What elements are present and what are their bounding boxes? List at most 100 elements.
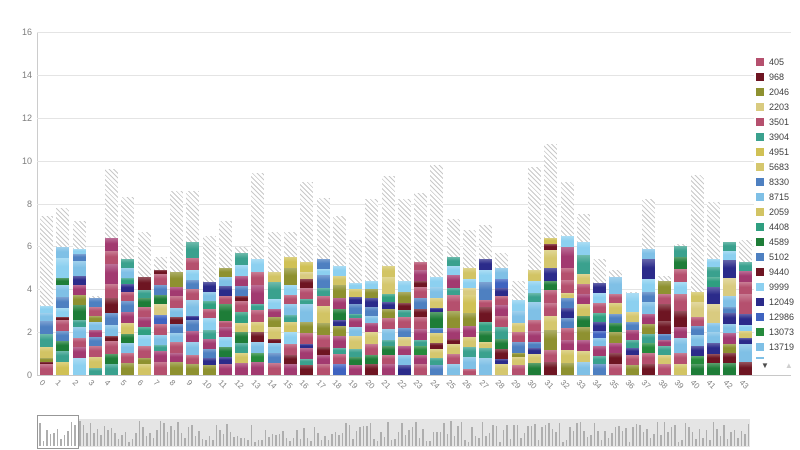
bar-segment[interactable] (723, 352, 737, 364)
bar-segment[interactable] (593, 331, 607, 338)
bar-segment[interactable] (527, 363, 541, 375)
bar-segment[interactable] (690, 291, 704, 303)
bar-segment[interactable] (300, 333, 314, 345)
bar-segment[interactable] (414, 329, 428, 340)
bar-segment[interactable] (706, 276, 720, 288)
bar-segment[interactable] (56, 331, 70, 341)
bar-segment[interactable] (170, 287, 184, 296)
bar-segment[interactable] (316, 335, 330, 348)
bar-stack-23[interactable] (414, 193, 428, 375)
bar-segment[interactable] (495, 364, 509, 375)
bar-segment[interactable] (251, 304, 265, 310)
bar-segment[interactable] (186, 354, 200, 365)
bar-segment[interactable] (706, 259, 720, 267)
bar-segment[interactable] (527, 341, 541, 349)
bar-segment[interactable] (430, 287, 444, 298)
bar-segment[interactable] (511, 341, 525, 353)
bar-segment[interactable] (202, 291, 216, 302)
hatched-remainder[interactable] (690, 174, 704, 292)
bar-segment[interactable] (462, 294, 476, 313)
bar-segment[interactable] (397, 317, 411, 328)
bar-segment[interactable] (153, 315, 167, 324)
bar-segment[interactable] (267, 272, 281, 282)
bar-segment[interactable] (527, 280, 541, 293)
bar-segment[interactable] (40, 312, 53, 322)
bar-segment[interactable] (300, 304, 314, 322)
bar-stack-8[interactable] (170, 190, 184, 375)
bar-segment[interactable] (365, 306, 379, 317)
bar-segment[interactable] (300, 261, 314, 273)
bar-segment[interactable] (170, 352, 184, 363)
bar-segment[interactable] (105, 324, 119, 337)
bar-segment[interactable] (88, 306, 102, 317)
bar-segment[interactable] (690, 325, 704, 336)
bar-segment[interactable] (625, 365, 639, 375)
bar-stack-28[interactable] (495, 253, 509, 375)
bar-segment[interactable] (397, 365, 411, 375)
legend-item-5102[interactable]: 5102 (756, 249, 800, 264)
bar-segment[interactable] (544, 329, 558, 351)
bar-segment[interactable] (593, 337, 607, 347)
bar-segment[interactable] (218, 356, 232, 365)
bar-segment[interactable] (495, 288, 509, 296)
bar-segment[interactable] (495, 358, 509, 365)
legend-item-8330[interactable]: 8330 (756, 174, 800, 189)
bar-segment[interactable] (267, 308, 281, 318)
bar-segment[interactable] (349, 326, 363, 337)
bar-segment[interactable] (381, 318, 395, 330)
bar-segment[interactable] (430, 333, 444, 343)
bar-segment[interactable] (332, 325, 346, 337)
bar-stack-1[interactable] (56, 208, 70, 375)
bar-segment[interactable] (283, 354, 297, 365)
bar-segment[interactable] (674, 364, 688, 375)
bar-segment[interactable] (316, 288, 330, 296)
bar-segment[interactable] (235, 275, 249, 287)
bar-segment[interactable] (479, 348, 493, 358)
bar-segment[interactable] (186, 316, 200, 321)
bar-segment[interactable] (186, 320, 200, 332)
bar-segment[interactable] (609, 276, 623, 294)
bar-stack-15[interactable] (283, 231, 297, 375)
legend-item-3904[interactable]: 3904 (756, 129, 800, 144)
bar-segment[interactable] (430, 342, 444, 350)
bar-segment[interactable] (414, 354, 428, 365)
bar-segment[interactable] (430, 276, 444, 288)
bar-segment[interactable] (218, 364, 232, 375)
bar-segment[interactable] (706, 332, 720, 343)
hatched-remainder[interactable] (349, 240, 363, 283)
bar-segment[interactable] (739, 293, 753, 315)
bar-segment[interactable] (235, 342, 249, 353)
bar-segment[interactable] (446, 265, 460, 276)
hatched-remainder[interactable] (641, 199, 655, 249)
hatched-remainder[interactable] (527, 167, 541, 271)
bar-segment[interactable] (560, 327, 574, 340)
bar-segment[interactable] (414, 364, 428, 375)
bar-segment[interactable] (105, 297, 119, 313)
bar-segment[interactable] (446, 344, 460, 354)
bar-segment[interactable] (609, 303, 623, 315)
bar-segment[interactable] (641, 302, 655, 315)
bar-stack-12[interactable] (235, 246, 249, 375)
bar-stack-35[interactable] (609, 270, 623, 375)
bar-segment[interactable] (430, 365, 444, 375)
scroll-minimap[interactable] (37, 415, 750, 449)
bar-segment[interactable] (593, 364, 607, 375)
bar-segment[interactable] (739, 324, 753, 332)
bar-segment[interactable] (527, 292, 541, 303)
bar-segment[interactable] (121, 277, 135, 285)
bar-segment[interactable] (576, 293, 590, 305)
legend-scroll-down-icon[interactable]: ▼ (761, 361, 769, 370)
bar-segment[interactable] (706, 353, 720, 364)
legend-item-9440[interactable]: 9440 (756, 264, 800, 279)
bar-segment[interactable] (625, 339, 639, 349)
bar-stack-31[interactable] (544, 143, 558, 375)
hatched-remainder[interactable] (235, 246, 249, 254)
hatched-remainder[interactable] (414, 193, 428, 262)
bar-segment[interactable] (560, 297, 574, 308)
bar-segment[interactable] (153, 285, 167, 295)
legend-item-2059[interactable]: 2059 (756, 204, 800, 219)
bar-segment[interactable] (674, 310, 688, 327)
bar-segment[interactable] (527, 348, 541, 354)
bar-segment[interactable] (414, 339, 428, 347)
bar-segment[interactable] (446, 364, 460, 375)
